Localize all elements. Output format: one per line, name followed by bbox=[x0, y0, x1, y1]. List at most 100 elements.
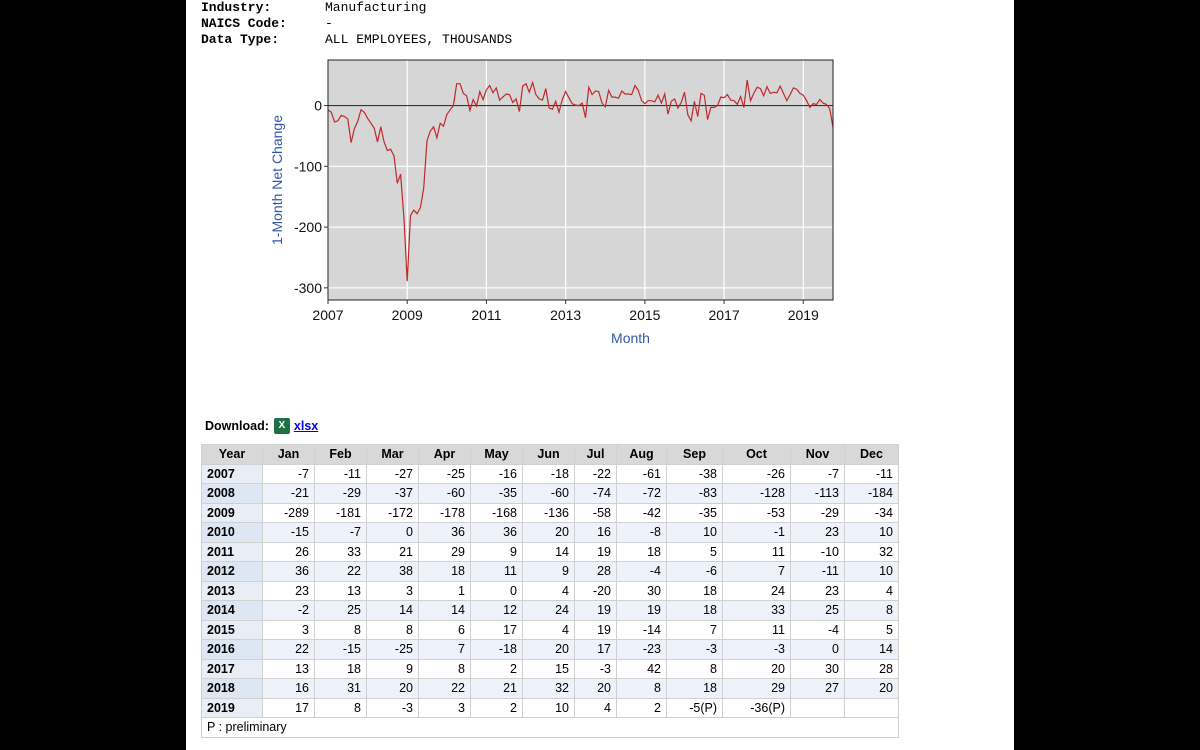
header-aug: Aug bbox=[616, 444, 667, 465]
table-row: 2013 23 13 3 1 0 4 -20 30 18 24 23 4 bbox=[201, 580, 899, 601]
value-cell: -168 bbox=[470, 502, 523, 523]
xlsx-download-link[interactable]: xlsx bbox=[293, 419, 319, 433]
value-cell: 2 bbox=[470, 658, 523, 679]
value-cell: 28 bbox=[844, 658, 899, 679]
value-cell: -181 bbox=[314, 502, 367, 523]
year-cell: 2018 bbox=[201, 678, 263, 699]
value-cell: 8 bbox=[616, 678, 667, 699]
table-row: 2018 16 31 20 22 21 32 20 8 18 29 27 20 bbox=[201, 678, 899, 699]
net-change-chart: 2007 2009 2011 2013 2015 2017 2019 0 -100 -200 -30… bbox=[269, 59, 834, 346]
value-cell: 30 bbox=[790, 658, 845, 679]
value-cell: 20 bbox=[844, 678, 899, 699]
naics-row: NAICS Code: - bbox=[201, 16, 512, 32]
value-cell: 4 bbox=[522, 619, 575, 640]
value-cell: 9 bbox=[470, 541, 523, 562]
year-cell: 2017 bbox=[201, 658, 263, 679]
value-cell: -18 bbox=[522, 463, 575, 484]
value-cell: 19 bbox=[616, 600, 667, 621]
download-section: Download: X xlsx bbox=[205, 418, 318, 434]
value-cell: 8 bbox=[844, 600, 899, 621]
header-jun: Jun bbox=[522, 444, 575, 465]
value-cell: 11 bbox=[722, 541, 791, 562]
value-cell: 3 bbox=[366, 580, 419, 601]
page: Industry: Manufacturing NAICS Code: - Data… bbox=[186, 0, 1014, 750]
value-cell: -7 bbox=[790, 463, 845, 484]
series-line bbox=[327, 80, 834, 282]
value-cell: 3 bbox=[262, 619, 315, 640]
value-cell: 8 bbox=[314, 619, 367, 640]
value-cell: -20 bbox=[574, 580, 617, 601]
x-tick-label: 2013 bbox=[550, 307, 581, 323]
y-axis-title: 1-Month Net Change bbox=[269, 115, 285, 245]
value-cell: 26 bbox=[262, 541, 315, 562]
year-cell: 2013 bbox=[201, 580, 263, 601]
year-cell: 2011 bbox=[201, 541, 263, 562]
value-cell: -7 bbox=[262, 463, 315, 484]
header-jan: Jan bbox=[262, 444, 315, 465]
value-cell: -2 bbox=[262, 600, 315, 621]
value-cell: 12 bbox=[470, 600, 523, 621]
header-oct: Oct bbox=[722, 444, 791, 465]
value-cell: 36 bbox=[262, 561, 315, 582]
value-cell: -178 bbox=[418, 502, 471, 523]
value-cell: 7 bbox=[418, 639, 471, 660]
value-cell: -10 bbox=[790, 541, 845, 562]
value-cell: 14 bbox=[418, 600, 471, 621]
value-cell: -18 bbox=[470, 639, 523, 660]
value-cell: 0 bbox=[470, 580, 523, 601]
value-cell: -22 bbox=[574, 463, 617, 484]
value-cell: 10 bbox=[844, 561, 899, 582]
value-cell: -4 bbox=[790, 619, 845, 640]
value-cell: -26 bbox=[722, 463, 791, 484]
value-cell: 18 bbox=[616, 541, 667, 562]
value-cell: 13 bbox=[262, 658, 315, 679]
excel-icon[interactable]: X bbox=[273, 418, 290, 434]
value-cell: -14 bbox=[616, 619, 667, 640]
value-cell: 9 bbox=[522, 561, 575, 582]
x-tick-label: 2017 bbox=[709, 307, 740, 323]
value-cell: -72 bbox=[616, 483, 667, 504]
value-cell: 19 bbox=[574, 600, 617, 621]
value-cell: 5 bbox=[844, 619, 899, 640]
value-cell: 0 bbox=[366, 522, 419, 543]
value-cell: 36 bbox=[470, 522, 523, 543]
value-cell: -113 bbox=[790, 483, 845, 504]
value-cell: 17 bbox=[262, 697, 315, 718]
table-row: 2010 -15 -7 0 36 36 20 16 -8 10 -1 23 10 bbox=[201, 522, 899, 543]
naics-label: NAICS Code: bbox=[201, 16, 287, 31]
y-tick-label: 0 bbox=[314, 98, 322, 114]
value-cell: 6 bbox=[418, 619, 471, 640]
value-cell: -184 bbox=[844, 483, 899, 504]
table-row: 2016 22 -15 -25 7 -18 20 17 -23 -3 -3 0 14 bbox=[201, 639, 899, 660]
value-cell: -29 bbox=[790, 502, 845, 523]
value-cell: 5 bbox=[666, 541, 723, 562]
value-cell: -35 bbox=[666, 502, 723, 523]
value-cell: 14 bbox=[844, 639, 899, 660]
value-cell: 4 bbox=[844, 580, 899, 601]
value-cell: 32 bbox=[522, 678, 575, 699]
value-cell: -35 bbox=[470, 483, 523, 504]
value-cell: -15 bbox=[314, 639, 367, 660]
value-cell: 11 bbox=[470, 561, 523, 582]
value-cell: 22 bbox=[314, 561, 367, 582]
value-cell: 33 bbox=[722, 600, 791, 621]
plot-border bbox=[327, 59, 834, 301]
header-mar: Mar bbox=[366, 444, 419, 465]
footnote-row: P : preliminary bbox=[201, 717, 899, 738]
y-tick-label: -200 bbox=[294, 219, 322, 235]
value-cell: -3 bbox=[574, 658, 617, 679]
value-cell: 20 bbox=[522, 639, 575, 660]
x-tick-label: 2015 bbox=[629, 307, 660, 323]
footnote: P : preliminary bbox=[201, 717, 899, 738]
value-cell: 23 bbox=[262, 580, 315, 601]
value-cell: 32 bbox=[844, 541, 899, 562]
value-cell: 21 bbox=[470, 678, 523, 699]
value-cell: -11 bbox=[844, 463, 899, 484]
value-cell: -4 bbox=[616, 561, 667, 582]
value-cell: -15 bbox=[262, 522, 315, 543]
value-cell: 29 bbox=[418, 541, 471, 562]
value-cell: 8 bbox=[366, 619, 419, 640]
value-cell: -58 bbox=[574, 502, 617, 523]
value-cell: -128 bbox=[722, 483, 791, 504]
x-tick-label: 2009 bbox=[392, 307, 423, 323]
